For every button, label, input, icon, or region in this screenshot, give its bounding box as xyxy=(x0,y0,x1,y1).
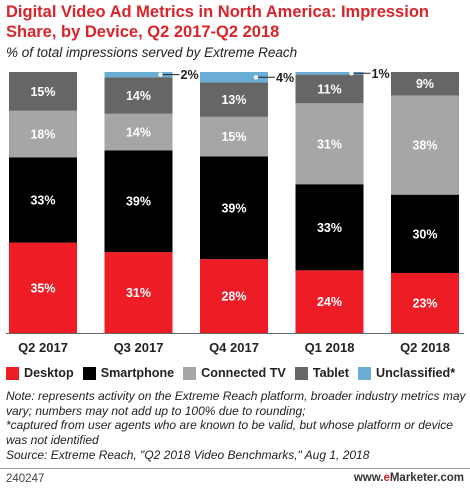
legend-label-smartphone: Smartphone xyxy=(100,366,175,380)
data-label-tablet-q3-2017: 14% xyxy=(126,89,151,103)
callout-dot-q3-2017 xyxy=(158,72,163,77)
legend-swatch-desktop xyxy=(6,366,19,380)
legend-item-unclassified: Unclassified* xyxy=(358,366,455,380)
legend-label-desktop: Desktop xyxy=(24,366,74,380)
bar-segment-smartphone-q2-2018 xyxy=(391,194,459,273)
bar-segment-tablet-q2-2017 xyxy=(9,72,77,111)
data-label-desktop-q2-2017: 35% xyxy=(30,281,55,295)
x-tick-label-q4-2017: Q4 2017 xyxy=(209,340,259,355)
legend-swatch-tablet xyxy=(294,366,308,380)
x-tick-label-q1-2018: Q1 2018 xyxy=(305,340,355,355)
bar-segment-connected-tv-q2-2017 xyxy=(9,110,77,158)
data-label-desktop-q4-2017: 28% xyxy=(221,290,246,304)
chart-subtitle: % of total impressions served by Extreme… xyxy=(6,45,298,60)
legend-item-smartphone: Smartphone xyxy=(82,366,175,380)
data-label-unclassified-q3-2017: 2% xyxy=(181,68,199,82)
legend-label-connected-tv: Connected TV xyxy=(201,366,286,380)
callout-dot-q1-2018 xyxy=(349,71,354,76)
data-label-unclassified-q4-2017: 4% xyxy=(276,71,294,85)
legend-swatch-smartphone xyxy=(82,366,96,380)
bar-segment-connected-tv-q2-2018 xyxy=(391,95,459,195)
bar-segment-tablet-q4-2017 xyxy=(200,82,268,117)
data-label-smartphone-q2-2018: 30% xyxy=(412,227,437,241)
bar-segment-smartphone-q4-2017 xyxy=(200,156,268,260)
chart-legend: Desktop Smartphone Connected TV Tablet U… xyxy=(6,366,468,380)
logo-brand-name: Marketer xyxy=(389,472,438,484)
legend-item-connected-tv: Connected TV xyxy=(183,366,286,380)
chart-title: Digital Video Ad Metrics in North Americ… xyxy=(6,3,429,41)
chart-id: 240247 xyxy=(6,473,45,485)
logo-www: www. xyxy=(353,472,384,484)
data-label-smartphone-q4-2017: 39% xyxy=(221,201,246,215)
bar-segment-desktop-q2-2018 xyxy=(391,272,459,333)
bar-segment-connected-tv-q1-2018 xyxy=(295,103,364,185)
chart-notes: Note: represents activity on the Extreme… xyxy=(6,389,466,463)
bar-segment-tablet-q2-2018 xyxy=(391,72,459,96)
data-label-tablet-q2-2018: 9% xyxy=(416,77,434,91)
data-label-connected-tv-q2-2018: 38% xyxy=(412,139,437,153)
bar-segment-desktop-q1-2018 xyxy=(295,270,364,333)
footnote-text: *captured from user agents who are known… xyxy=(6,418,453,448)
legend-swatch-connected-tv xyxy=(183,366,197,380)
bar-segment-tablet-q3-2017 xyxy=(104,77,173,114)
bar-segment-connected-tv-q4-2017 xyxy=(200,116,268,157)
data-label-desktop-q1-2018: 24% xyxy=(317,295,342,309)
bar-segment-smartphone-q2-2017 xyxy=(9,157,77,243)
note-text: Note: represents activity on the Extreme… xyxy=(6,389,466,418)
bar-segment-smartphone-q1-2018 xyxy=(295,184,364,271)
source-text: Source: Extreme Reach, "Q2 2018 Video Be… xyxy=(6,447,370,462)
callout-dot-q4-2017 xyxy=(253,75,259,80)
bar-segment-connected-tv-q3-2017 xyxy=(104,113,173,151)
footer: 240247 www.eMarketer.com xyxy=(0,468,470,492)
data-label-smartphone-q2-2017: 33% xyxy=(30,193,55,207)
data-label-tablet-q2-2017: 15% xyxy=(30,85,55,99)
bar-segment-smartphone-q3-2017 xyxy=(104,150,173,253)
data-label-desktop-q2-2018: 23% xyxy=(412,296,437,310)
data-label-desktop-q3-2017: 31% xyxy=(126,286,151,300)
logo-accent-letter: e xyxy=(383,472,390,484)
legend-label-tablet: Tablet xyxy=(312,366,349,380)
legend-label-unclassified: Unclassified* xyxy=(376,366,456,380)
bar-segment-unclassified-q4-2017 xyxy=(200,72,268,83)
legend-item-tablet: Tablet xyxy=(294,366,349,380)
bar-segment-desktop-q4-2017 xyxy=(200,259,268,333)
x-tick-label-q3-2017: Q3 2017 xyxy=(114,340,164,355)
legend-swatch-unclassified xyxy=(358,366,371,380)
data-label-connected-tv-q4-2017: 15% xyxy=(221,130,246,144)
bar-segment-unclassified-q1-2018 xyxy=(295,72,364,75)
x-tick-label-q2-2018: Q2 2018 xyxy=(400,340,450,355)
bar-segment-desktop-q3-2017 xyxy=(104,252,173,333)
data-label-tablet-q1-2018: 11% xyxy=(317,82,341,96)
bar-segment-desktop-q2-2017 xyxy=(9,242,77,333)
bar-segment-tablet-q1-2018 xyxy=(295,74,364,104)
emarketer-logo: www.eMarketer.com xyxy=(354,472,464,484)
data-label-connected-tv-q3-2017: 14% xyxy=(126,126,151,140)
data-label-tablet-q4-2017: 13% xyxy=(221,93,246,107)
stacked-bar-chart: 35% 33% 18% 15% Q2 2017 31% 39% 14% 14% 2% Q3 2017… xyxy=(6,68,464,355)
logo-tld: .com xyxy=(437,472,464,484)
data-label-smartphone-q1-2018: 33% xyxy=(317,221,342,235)
data-label-connected-tv-q1-2018: 31% xyxy=(317,137,342,151)
data-label-unclassified-q1-2018: 1% xyxy=(372,68,390,81)
legend-item-desktop: Desktop xyxy=(6,366,74,380)
data-label-smartphone-q3-2017: 39% xyxy=(126,195,151,209)
x-tick-label-q2-2017: Q2 2017 xyxy=(18,340,68,355)
bar-segment-unclassified-q3-2017 xyxy=(104,72,173,78)
data-label-connected-tv-q2-2017: 18% xyxy=(30,128,55,142)
